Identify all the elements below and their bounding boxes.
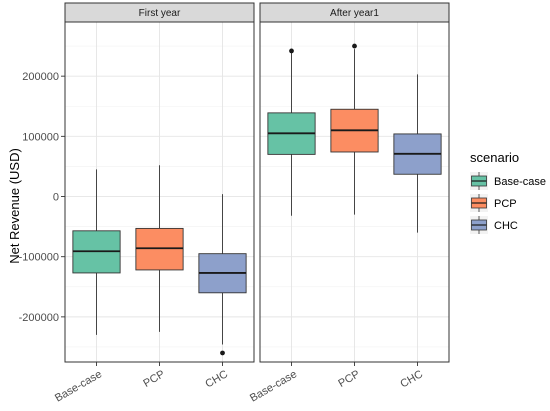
legend-item: CHC [470,216,518,234]
box-chc [198,194,247,356]
y-tick-label: 100000 [22,131,59,143]
y-axis-title: Net Revenue (USD) [7,148,22,264]
y-axis: -200000 -100000 0 100000 200000 [19,71,65,324]
facet-title: First year [139,8,181,19]
box-pcp [330,43,379,215]
box-iqr [135,227,184,271]
box-base-case [267,48,316,216]
legend-item: PCP [470,194,517,212]
legend-title: scenario [470,150,519,165]
y-tick-label: -200000 [19,312,59,324]
legend-label: CHC [494,220,518,232]
facet-strip [64,2,255,23]
outlier-point [352,43,357,49]
facet-title: After year1 [330,8,379,19]
legend: scenario Base-case PCP CHC [470,150,546,234]
box-base-case [72,169,121,335]
box-chc [393,74,442,233]
y-tick-label: 200000 [22,71,59,83]
legend-item: Base-case [470,172,546,190]
legend-label: Base-case [494,176,546,188]
y-tick-label: 0 [53,192,59,204]
outlier-point [220,350,225,356]
facet-strip [259,2,450,23]
box-pcp [135,165,184,332]
y-tick-label: -100000 [19,252,59,264]
legend-label: PCP [494,198,517,210]
outlier-point [289,48,294,54]
